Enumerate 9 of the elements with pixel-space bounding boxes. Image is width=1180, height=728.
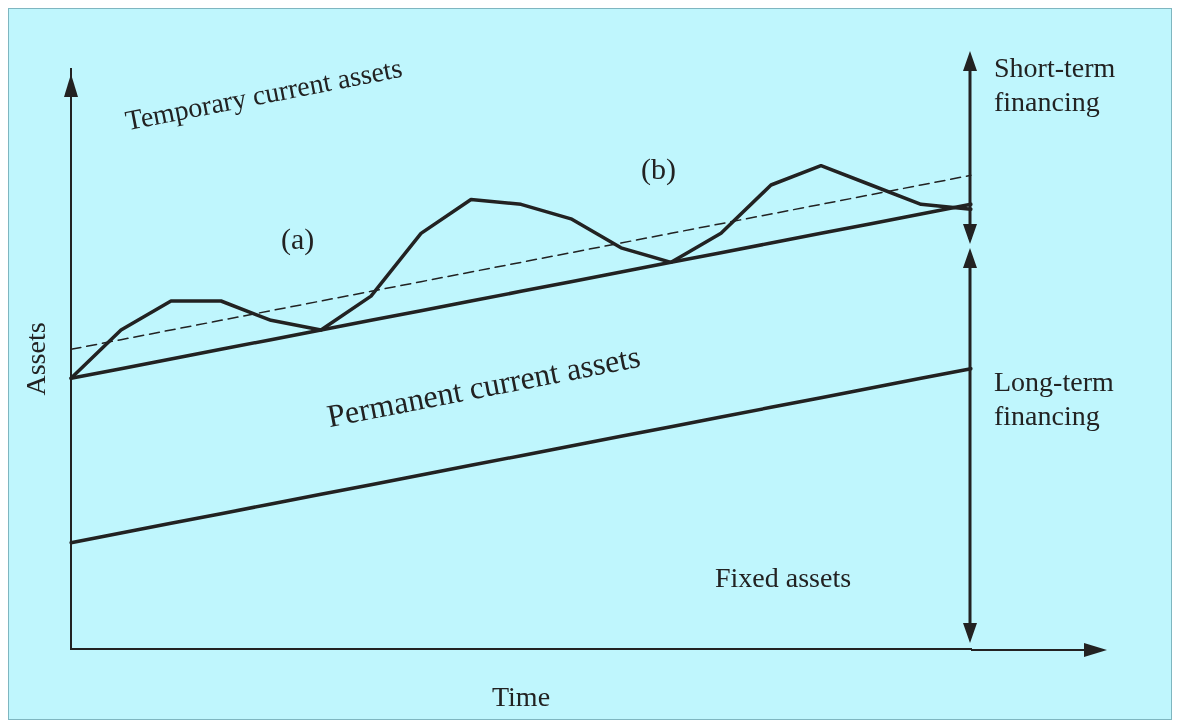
text: Short-term financing [994,51,1117,119]
y-axis-title: Assets [20,322,52,396]
annotation: (a) [281,221,315,257]
annotation: (b) [641,151,676,187]
annotation: Fixed assets [715,561,852,595]
annotation: Permanent current assets [323,337,644,436]
text: Long-term financing [994,365,1115,433]
text: Temporary current assets [122,50,405,138]
x-axis-title: Time [491,680,551,712]
